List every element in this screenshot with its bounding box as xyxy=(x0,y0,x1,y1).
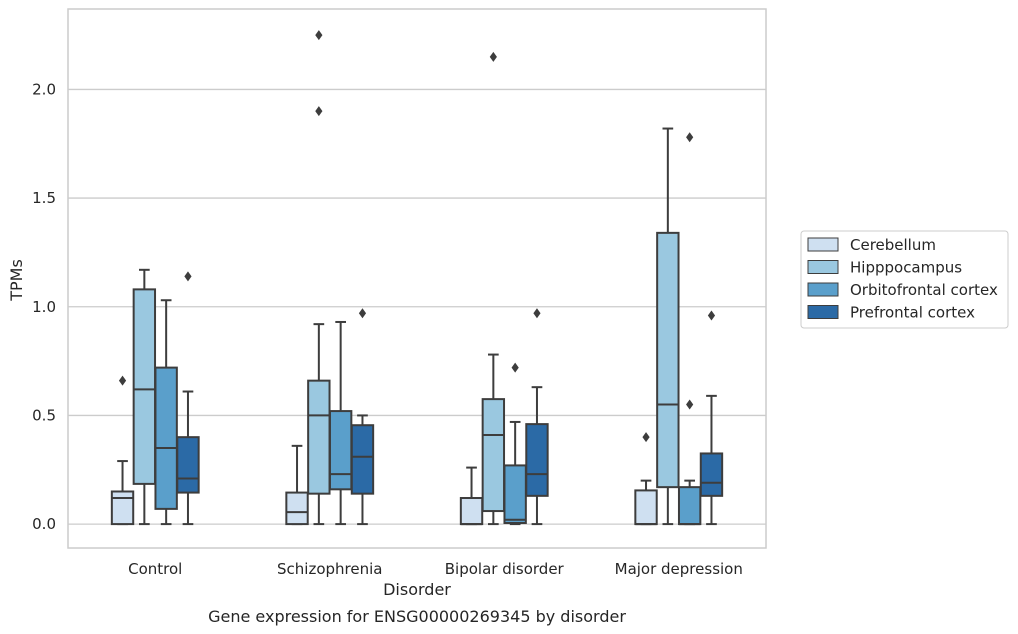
box-group xyxy=(699,310,724,526)
box xyxy=(503,464,527,525)
x-tick-label: Bipolar disorder xyxy=(445,560,565,578)
legend-frame xyxy=(800,230,1009,329)
box xyxy=(285,491,309,526)
legend-label: Cerebellum xyxy=(850,236,936,254)
x-axis-label: Disorder xyxy=(383,580,451,599)
outlier-point xyxy=(184,271,192,282)
legend-label: Orbitofrontal cortex xyxy=(850,281,998,299)
box-group xyxy=(285,444,309,526)
box xyxy=(634,489,658,526)
box xyxy=(481,398,506,513)
box xyxy=(699,452,724,497)
outlier-point xyxy=(686,399,694,410)
y-tick-labels: 0.0 0.5 1.0 1.5 2.0 xyxy=(32,80,56,533)
box-group xyxy=(677,132,702,526)
outlier-point xyxy=(489,51,497,62)
y-tick-label: 1.5 xyxy=(32,189,56,207)
chart-caption: Gene expression for ENSG00000269345 by d… xyxy=(208,607,626,626)
box-group xyxy=(459,466,484,526)
box-group xyxy=(110,375,135,526)
box xyxy=(459,497,484,526)
legend-swatch xyxy=(807,305,839,319)
box-group xyxy=(503,362,527,526)
x-tick-label: Schizophrenia xyxy=(277,560,382,578)
outlier-point xyxy=(315,106,323,117)
legend-label: Hipppocampus xyxy=(850,259,962,277)
box-group xyxy=(634,432,658,526)
box-group xyxy=(176,271,200,526)
y-tick-label: 1.0 xyxy=(32,298,56,316)
box xyxy=(656,231,680,489)
x-tick-label: Control xyxy=(128,560,182,578)
outlier-point xyxy=(686,132,694,143)
y-tick-label: 2.0 xyxy=(32,80,56,98)
legend-swatch xyxy=(807,282,839,297)
x-tick-label: Major depression xyxy=(615,560,743,578)
outlier-point xyxy=(533,308,541,319)
legend-swatch xyxy=(807,260,839,274)
box-group xyxy=(307,30,331,526)
outlier-point xyxy=(642,432,650,443)
boxes-layer xyxy=(110,30,724,526)
outlier-point xyxy=(707,310,716,321)
outlier-point xyxy=(511,362,519,373)
box xyxy=(328,410,353,491)
box xyxy=(176,436,200,494)
box-group xyxy=(481,51,506,526)
box xyxy=(154,366,178,510)
legend-label: Prefrontal cortex xyxy=(850,304,975,322)
y-tick-label: 0.5 xyxy=(32,406,56,424)
box xyxy=(132,288,157,485)
outlier-point xyxy=(358,308,367,319)
box xyxy=(350,424,375,495)
box-group xyxy=(154,299,178,526)
box xyxy=(525,423,549,497)
plot-frame xyxy=(67,8,767,549)
box-group xyxy=(328,320,353,526)
legend-swatch xyxy=(807,237,839,252)
legend: Cerebellum Hipppocampus Orbitofrontal cort… xyxy=(800,230,1009,329)
box xyxy=(307,379,331,495)
outlier-point xyxy=(118,375,127,386)
x-tick-labels: Control Schizophrenia Bipolar disorder Majo… xyxy=(128,560,743,578)
box xyxy=(110,490,135,526)
box-group xyxy=(656,127,680,526)
box-group xyxy=(525,308,549,526)
y-tick-label: 0.0 xyxy=(32,515,56,533)
box-group xyxy=(350,308,375,526)
box xyxy=(677,486,702,526)
box-group xyxy=(132,268,157,526)
outlier-point xyxy=(315,30,323,41)
y-axis-label: TPMs xyxy=(7,259,26,302)
